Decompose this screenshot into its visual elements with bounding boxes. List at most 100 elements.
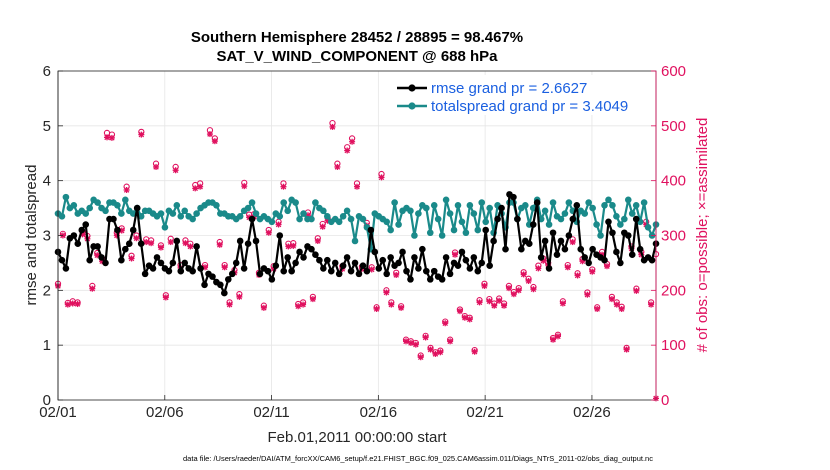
totalspread-point	[462, 229, 470, 237]
obs-assimilated-point	[456, 308, 463, 315]
totalspread-point	[296, 215, 303, 223]
rmse-point	[351, 259, 359, 267]
y-axis-label: rmse and totalspread	[23, 165, 40, 306]
totalspread-point	[565, 199, 573, 206]
obs-assimilated-point	[309, 296, 316, 303]
rmse-point	[323, 256, 331, 264]
obs-assimilated-point	[354, 183, 360, 190]
obs-assimilated-point	[427, 346, 434, 353]
rmse-point	[335, 270, 343, 278]
rmse-point	[498, 204, 505, 212]
totalspread-point	[252, 210, 260, 217]
totalspread-point	[486, 204, 493, 212]
rmse-point	[141, 270, 149, 278]
obs-assimilated-point	[334, 163, 341, 170]
totalspread-point	[434, 215, 442, 223]
rmse-point	[133, 204, 141, 212]
rmse-point	[355, 270, 363, 278]
rmse-point	[367, 226, 375, 234]
totalspread-point	[292, 199, 299, 206]
rmse-point	[609, 229, 616, 237]
totalspread-point	[102, 207, 109, 215]
totalspread-point	[320, 207, 327, 215]
obs-assimilated-point	[206, 131, 213, 138]
obs-assimilated-point	[452, 251, 459, 258]
totalspread-point	[609, 202, 616, 209]
right-y-tick-label: 300	[661, 228, 686, 245]
totalspread-point	[624, 196, 632, 204]
rmse-point	[494, 215, 501, 223]
rmse-point	[94, 243, 101, 250]
totalspread-point	[169, 210, 177, 217]
totalspread-point	[114, 202, 121, 209]
rmse-point	[173, 237, 181, 245]
rmse-point	[545, 265, 553, 272]
rmse-point	[585, 259, 592, 267]
totalspread-point	[62, 193, 70, 201]
rmse-point	[197, 265, 204, 272]
rmse-point	[201, 281, 208, 289]
obs-assimilated-point	[383, 289, 390, 296]
axis-ticks: 02/01 02/06 02/11 02/16 02/21 02/26 0 1 2 3 4 5 6 0 10…	[39, 63, 686, 421]
totalspread-point	[541, 207, 549, 215]
obs-assimilated-point	[603, 263, 610, 270]
obs-assimilated-point	[344, 147, 351, 154]
totalspread-point	[585, 199, 592, 206]
obs-assimilated-point	[280, 183, 287, 190]
rmse-point	[628, 251, 636, 258]
rmse-point	[221, 289, 228, 297]
right-y-tick-label: 200	[661, 282, 686, 299]
rmse-point	[490, 237, 497, 245]
totalspread-point	[70, 202, 78, 209]
obs-assimilated-point	[167, 239, 174, 246]
obs-assimilated-point	[613, 301, 620, 308]
totalspread-point	[561, 210, 569, 217]
rmse-point	[292, 259, 299, 267]
obs-assimilated-point	[241, 183, 248, 190]
rmse-point	[387, 254, 394, 261]
rmse-point	[347, 267, 355, 275]
series-layer	[54, 119, 660, 402]
y-tick-label: 5	[43, 118, 51, 135]
obs-assimilated-point	[226, 301, 233, 308]
totalspread-point	[58, 213, 66, 220]
totalspread-point	[426, 229, 434, 237]
obs-assimilated-point	[515, 287, 522, 294]
totalspread-point	[640, 199, 648, 206]
obs-assimilated-point	[486, 298, 493, 305]
totalspread-point	[466, 202, 474, 209]
rmse-point	[363, 267, 371, 275]
rmse-point	[110, 215, 117, 223]
rmse-point	[371, 248, 379, 256]
totalspread-point	[605, 196, 612, 204]
y-tick-label: 0	[43, 392, 51, 409]
rmse-point	[423, 267, 430, 275]
totalspread-point	[244, 204, 252, 212]
totalspread-point	[597, 232, 604, 239]
rmse-point	[217, 281, 224, 289]
rmse-point	[98, 254, 105, 261]
rmse-point	[403, 267, 410, 275]
totalspread-point	[308, 215, 315, 223]
totalspread-point	[557, 215, 565, 223]
totalspread-point	[470, 210, 478, 217]
obs-assimilated-point	[221, 264, 228, 271]
obs-assimilated-point	[491, 302, 498, 309]
rmse-point	[78, 226, 86, 234]
rmse-point	[510, 193, 517, 201]
x-axis-label: Feb.01,2011 00:00:00 start	[267, 429, 447, 446]
y-tick-label: 2	[43, 282, 51, 299]
rmse-point	[430, 267, 438, 275]
totalspread-point	[181, 207, 189, 215]
totalspread-point	[383, 218, 391, 226]
rmse-point	[268, 276, 276, 283]
legend-rmse-marker	[408, 84, 416, 92]
totalspread-point	[193, 210, 200, 217]
rmse-point	[137, 240, 145, 248]
rmse-point	[193, 243, 200, 250]
totalspread-point	[601, 202, 608, 209]
obs-assimilated-point	[510, 291, 517, 298]
obs-assimilated-point	[211, 138, 218, 145]
rmse-point	[312, 251, 319, 258]
rmse-point	[379, 256, 387, 264]
